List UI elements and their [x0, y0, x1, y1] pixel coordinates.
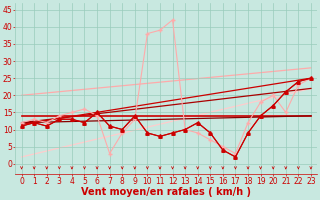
X-axis label: Vent moyen/en rafales ( km/h ): Vent moyen/en rafales ( km/h ) [81, 187, 251, 197]
